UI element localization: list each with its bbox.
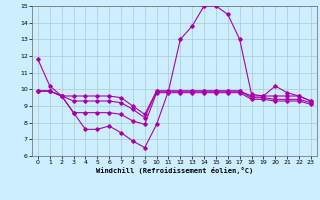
X-axis label: Windchill (Refroidissement éolien,°C): Windchill (Refroidissement éolien,°C) [96, 167, 253, 174]
